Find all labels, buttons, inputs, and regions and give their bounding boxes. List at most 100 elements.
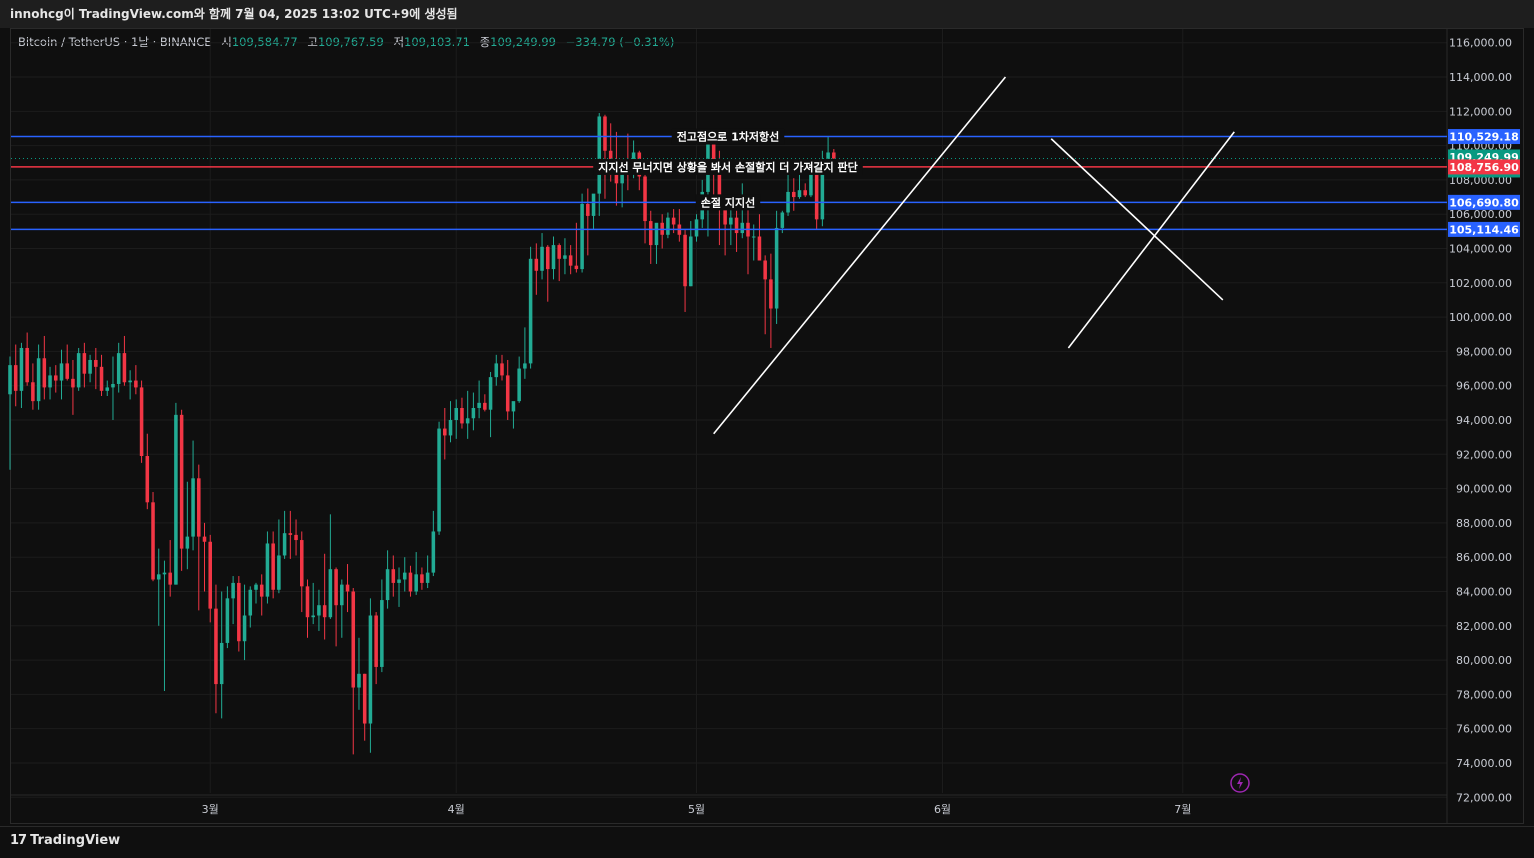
y-tick-label: 96,000.00: [1456, 380, 1512, 393]
candle-body: [763, 260, 767, 280]
candle-body: [31, 382, 35, 402]
tradingview-logo[interactable]: 17 TradingView: [10, 833, 120, 848]
candle-body: [197, 478, 201, 537]
candle-body: [202, 536, 207, 542]
candle-body: [282, 533, 287, 556]
candle-body: [385, 569, 390, 601]
candle-body: [505, 375, 510, 412]
candle-body: [465, 418, 470, 424]
candle-body: [723, 207, 727, 225]
candle-body: [59, 363, 64, 381]
candle-body: [471, 407, 476, 419]
candle-body: [757, 236, 762, 261]
candle-body: [654, 222, 659, 246]
candle-body: [134, 380, 138, 388]
x-tick-label: 4월: [448, 803, 465, 816]
resistance-tag-text: 110,529.18: [1449, 131, 1519, 144]
candle-body: [437, 428, 441, 532]
candle-body: [397, 579, 401, 583]
high-value: 109,767.59: [317, 35, 384, 49]
lightning-bolt-icon: [1230, 773, 1250, 793]
candle-body: [500, 363, 504, 376]
candle-body: [311, 615, 315, 618]
candle-body: [563, 255, 567, 259]
candle-body: [357, 673, 361, 688]
candle-body: [814, 169, 819, 220]
y-tick-label: 82,000.00: [1456, 620, 1512, 633]
rising-recovery-line: [1067, 131, 1235, 349]
y-tick-label: 104,000.00: [1449, 243, 1512, 256]
candle-body: [769, 279, 773, 309]
candle-body: [317, 605, 321, 616]
candle-body: [683, 234, 687, 287]
y-tick-label: 72,000.00: [1456, 791, 1512, 804]
candle-body: [751, 236, 756, 238]
candle-body: [671, 217, 676, 225]
candle-body: [517, 368, 521, 402]
candle-body: [168, 572, 172, 585]
candle-body: [25, 347, 29, 383]
close-value: 109,249.99: [490, 35, 557, 49]
change-value: −334.79 (−0.31%): [565, 35, 675, 49]
candle-body: [179, 414, 184, 549]
candle-body: [88, 359, 92, 374]
candle-body: [48, 375, 52, 388]
candle-body: [431, 531, 436, 573]
candle-body: [648, 221, 653, 246]
candle-body: [82, 353, 87, 374]
candle-body: [551, 245, 556, 270]
candle-body: [185, 536, 190, 549]
candle-body: [345, 584, 350, 592]
candle-body: [340, 584, 344, 606]
candle-body: [540, 246, 544, 271]
candle-body: [111, 383, 115, 388]
candle-body: [42, 358, 47, 388]
candle-body: [174, 414, 178, 585]
candle-body: [254, 584, 258, 590]
candle-body: [574, 265, 579, 270]
candle-body: [820, 164, 825, 220]
candle-body: [277, 555, 281, 590]
candle-body: [271, 543, 275, 590]
candle-body: [351, 591, 356, 688]
stop-support-tag-text: 106,690.80: [1449, 196, 1519, 209]
candle-body: [162, 572, 167, 575]
rising-channel-line: [713, 76, 1007, 435]
candle-body: [374, 615, 378, 667]
y-tick-label: 84,000.00: [1456, 585, 1512, 598]
candle-body: [214, 608, 218, 685]
y-tick-label: 74,000.00: [1456, 757, 1512, 770]
candle-body: [8, 365, 12, 395]
y-tick-label: 98,000.00: [1456, 345, 1512, 358]
level-annotation-bg: [671, 128, 785, 145]
candle-body: [53, 375, 58, 381]
y-tick-label: 116,000.00: [1449, 37, 1512, 50]
candle-body: [334, 569, 338, 606]
candle-body: [797, 190, 802, 198]
tradingview-brand-text: TradingView: [30, 833, 121, 848]
candle-body: [614, 174, 619, 184]
y-tick-label: 90,000.00: [1456, 483, 1512, 496]
low-value: 109,103.71: [404, 35, 470, 49]
symbol-name[interactable]: Bitcoin / TetherUS · 1날 · BINANCE: [18, 35, 212, 49]
candle-body: [729, 217, 733, 225]
candle-body: [299, 540, 304, 587]
level-annotation-label: 전고점으로 1차저항선: [677, 130, 780, 144]
level-annotation-label: 손절 지지선: [701, 195, 755, 209]
candle-body: [225, 598, 230, 643]
candle-body: [265, 543, 270, 597]
candle-body: [511, 401, 516, 412]
stop-line-tag: [1448, 159, 1520, 175]
candle-body: [717, 169, 722, 208]
candle-body: [443, 428, 447, 436]
candle-body: [71, 378, 75, 388]
y-tick-label: 114,000.00: [1449, 71, 1512, 84]
candle-body: [832, 152, 836, 159]
candle-body: [448, 419, 453, 436]
candle-body: [826, 152, 830, 165]
candle-body: [99, 366, 104, 391]
candle-body: [420, 574, 424, 583]
candle-body: [454, 407, 459, 420]
candle-body: [191, 478, 195, 537]
